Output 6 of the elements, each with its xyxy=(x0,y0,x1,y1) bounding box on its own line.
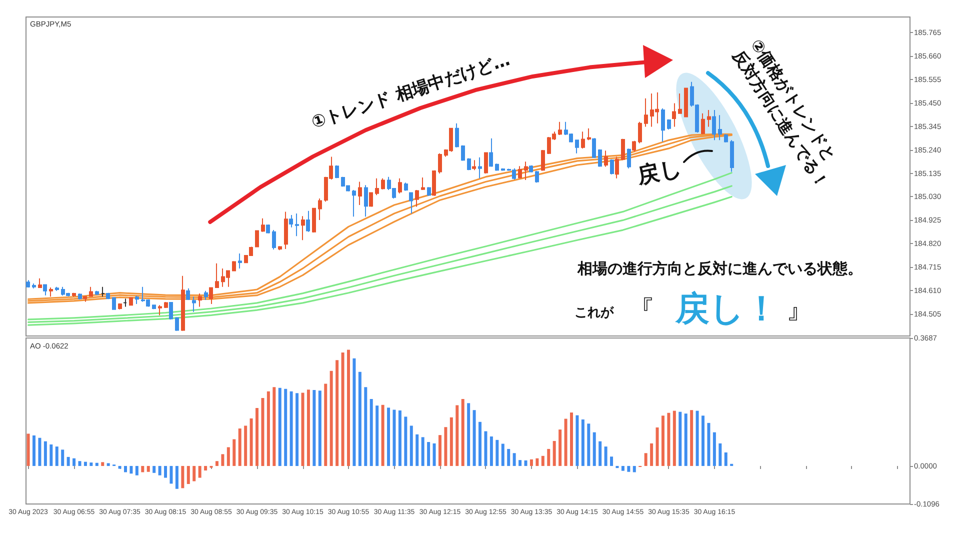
annotation: ①トレンド 相場中だけど… xyxy=(309,50,513,134)
annotation: ②価格がトレンドと反対方向に進んでる！ xyxy=(729,36,840,192)
annotation: これが xyxy=(574,306,614,320)
annotation: 戻し！ xyxy=(676,289,778,329)
annotation: 『 xyxy=(627,294,655,327)
annotation: 』 xyxy=(786,292,814,325)
